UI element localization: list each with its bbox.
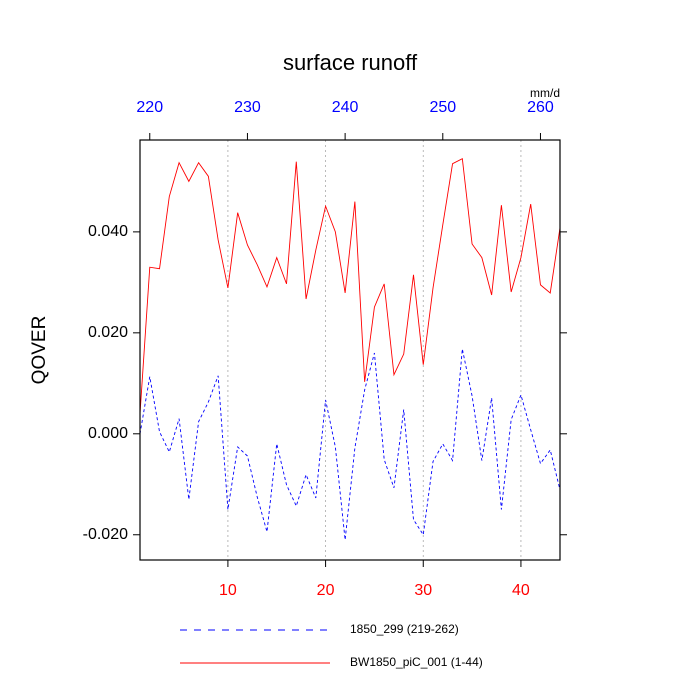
plot-frame: [139, 139, 561, 561]
x2-tick-label: 250: [429, 99, 456, 116]
x-tick-label: 20: [317, 582, 335, 599]
series-line: [139, 157, 561, 414]
y-tick-label: -0.020: [83, 526, 128, 543]
y-axis-label: QOVER: [29, 316, 50, 385]
legend-label: BW1850_piC_001 (1-44): [350, 655, 483, 669]
x2-tick-label: 240: [332, 99, 359, 116]
x-tick-label: 10: [219, 582, 237, 599]
y-tick-label: 0.040: [88, 223, 128, 240]
series-line: [139, 348, 561, 540]
units-label: mm/d: [530, 86, 560, 100]
x2-tick-label: 220: [136, 99, 163, 116]
y-tick-label: 0.020: [88, 324, 128, 341]
chart-title: surface runoff: [283, 50, 418, 75]
legend-label: 1850_299 (219-262): [350, 622, 459, 636]
x2-tick-label: 260: [527, 99, 554, 116]
x2-tick-label: 230: [234, 99, 261, 116]
y-tick-label: 0.000: [88, 425, 128, 442]
x-tick-label: 40: [512, 582, 530, 599]
x-tick-label: 30: [414, 582, 432, 599]
